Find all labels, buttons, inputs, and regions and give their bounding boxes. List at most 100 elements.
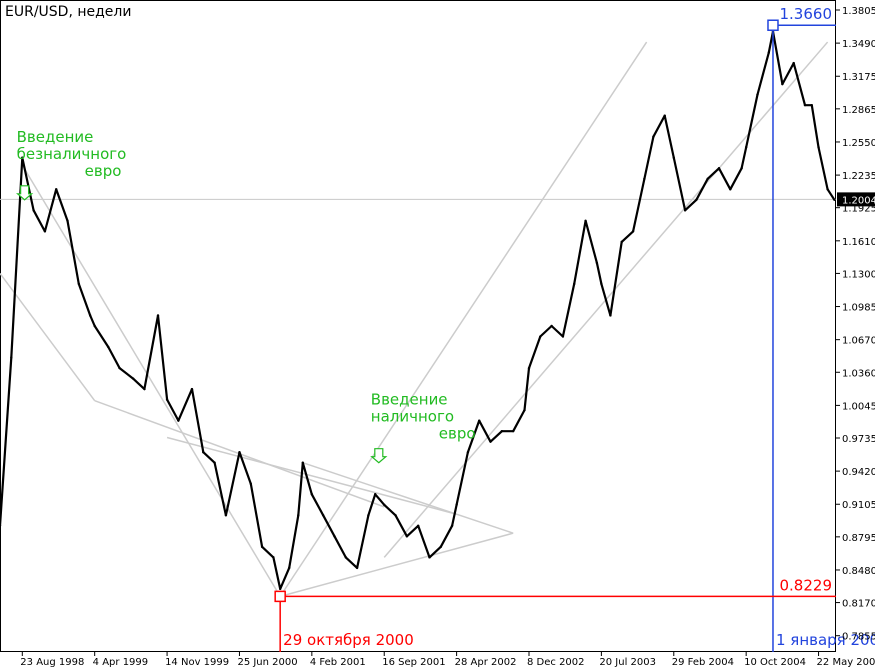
price-point — [405, 535, 409, 538]
price-point — [729, 188, 732, 191]
y-tick-label: 0.9735 — [842, 434, 875, 445]
channel-line — [21, 164, 281, 597]
price-point — [10, 356, 13, 359]
price-point — [717, 167, 721, 170]
y-tick-label: 1.1300 — [842, 269, 875, 280]
level-markers: 1.3660 1 января 2005 0.8229 29 октября 2000 — [274, 5, 875, 652]
price-point — [344, 556, 347, 559]
price-point — [297, 514, 300, 517]
current-price-label: 1.2004 — [842, 195, 875, 206]
annotation-text: Введение — [371, 391, 448, 409]
y-tick-label: 0.8795 — [842, 533, 875, 544]
price-point — [683, 209, 687, 212]
price-point — [288, 566, 291, 570]
price-point — [55, 188, 58, 191]
price-point — [652, 135, 655, 138]
price-point — [143, 387, 146, 391]
y-tick-label: 1.3490 — [842, 39, 875, 50]
y-tick-label: 1.0985 — [842, 303, 875, 314]
y-tick-label: 1.3175 — [842, 72, 875, 83]
x-tick-label: 8 Dec 2002 — [527, 657, 585, 668]
price-point — [511, 429, 515, 433]
price-point — [609, 314, 612, 317]
level-point-marker — [274, 590, 286, 603]
chart-title: EUR/USD, недели — [5, 4, 131, 20]
price-point — [177, 419, 180, 422]
price-point — [77, 282, 81, 286]
level-price-label: 0.8229 — [780, 576, 833, 594]
price-point — [500, 429, 504, 433]
price-point — [118, 366, 121, 370]
level-date-label: 1 января 2005 — [776, 631, 875, 649]
y-tick-label: 0.9105 — [842, 500, 875, 511]
price-point — [416, 524, 420, 528]
price-point — [767, 51, 770, 54]
price-point — [539, 335, 542, 338]
price-point — [643, 177, 646, 180]
x-tick-label: 14 Nov 1999 — [165, 657, 229, 668]
price-point — [672, 156, 675, 159]
annotation-text: евро — [439, 425, 476, 443]
price-point — [373, 493, 377, 496]
price-point — [523, 408, 526, 412]
price-point — [584, 219, 587, 223]
annotation-arrow-icon — [370, 448, 388, 464]
y-tick-label: 1.2550 — [842, 138, 875, 149]
price-point — [744, 146, 748, 149]
price-point — [190, 387, 194, 391]
grid — [0, 0, 836, 652]
price-point — [383, 503, 386, 506]
price-point — [21, 156, 24, 159]
x-tick-label: 22 May 2005 — [817, 657, 875, 668]
price-point — [165, 398, 169, 401]
price-point — [600, 282, 603, 286]
price-point — [278, 587, 282, 591]
current-price-tag — [837, 192, 875, 207]
price-point — [321, 514, 325, 517]
price-point — [355, 566, 359, 570]
price-point — [301, 461, 304, 464]
price-point — [367, 514, 370, 517]
price-point — [394, 514, 397, 517]
annotation-text: безналичного — [17, 145, 127, 163]
price-point — [466, 450, 470, 454]
price-point — [66, 219, 69, 223]
y-tick-label: 0.8170 — [842, 599, 875, 610]
y-tick-label: 1.2865 — [842, 105, 875, 116]
price-point — [249, 482, 252, 485]
price-point — [333, 535, 336, 538]
price-point — [428, 556, 431, 559]
price-point — [156, 314, 160, 317]
price-point — [620, 240, 623, 244]
price-point — [202, 450, 205, 454]
x-tick-label: 25 Jun 2000 — [237, 657, 297, 668]
price-point — [260, 545, 264, 549]
annotation-text: наличного — [371, 408, 454, 426]
y-tick-label: 0.7855 — [842, 632, 875, 643]
annotation-text: Введение — [17, 128, 94, 146]
x-tick-label: 4 Feb 2001 — [310, 657, 366, 668]
price-point — [88, 314, 92, 317]
price-point — [740, 167, 743, 170]
price-point — [792, 61, 795, 65]
price-point — [439, 545, 442, 549]
price-point — [478, 419, 481, 422]
price-point — [0, 524, 2, 528]
price-point — [455, 503, 458, 506]
channel-lines — [0, 41, 829, 598]
price-point — [803, 103, 807, 107]
level-price-label: 1.3660 — [780, 5, 833, 23]
price-point — [833, 198, 836, 202]
price-point — [781, 82, 784, 86]
annotations: ВведениебезналичногоевроВведениеналичног… — [16, 128, 476, 464]
price-point — [107, 345, 110, 349]
level-date-label: 29 октября 2000 — [283, 631, 414, 649]
x-tick-label: 29 Feb 2004 — [672, 657, 734, 668]
price-point — [561, 335, 565, 338]
x-tick-label: 23 Aug 1998 — [20, 657, 84, 668]
price-point — [272, 556, 275, 559]
price-point — [213, 461, 216, 464]
price-point — [817, 146, 820, 149]
y-tick-label: 0.9420 — [842, 467, 875, 478]
channel-line — [279, 41, 648, 597]
